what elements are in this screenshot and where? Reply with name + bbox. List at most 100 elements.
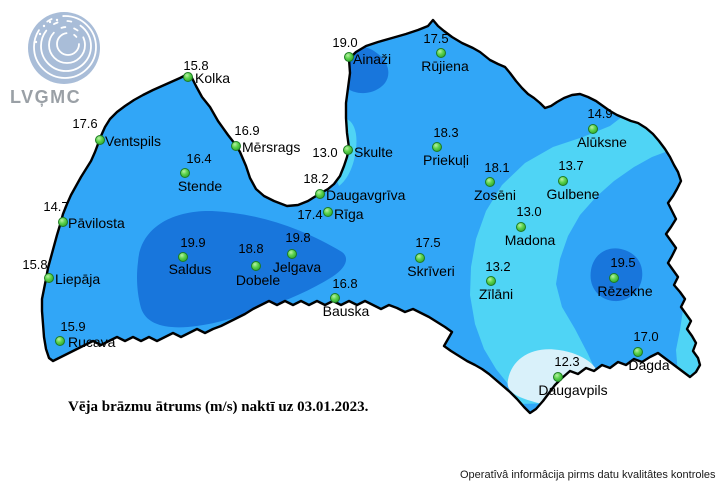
stations-layer: 15.8Kolka17.6Ventspils16.9Mērsrags16.4St… — [22, 31, 669, 398]
station-value: 16.4 — [186, 151, 211, 166]
station-label: Rūjiena — [421, 58, 469, 74]
station-label: Skulte — [354, 144, 393, 160]
station-label: Dagda — [628, 357, 669, 373]
lvgmc-logo: LVĢMC — [10, 12, 100, 107]
station-label: Ainaži — [353, 51, 391, 67]
station-dot — [330, 293, 340, 303]
station-label: Rīga — [334, 206, 364, 222]
station-value: 17.5 — [423, 31, 448, 46]
station-dot — [315, 189, 325, 199]
logo-ripple-dots — [34, 18, 59, 44]
station-stende: 16.4 Stende — [178, 151, 223, 194]
station-daugavpils: 12.3 Daugavpils — [538, 354, 607, 398]
logo-wordmark: LVĢMC — [10, 87, 81, 107]
station-dot — [633, 347, 643, 357]
station-label: Gulbene — [547, 186, 600, 202]
station-label: Alūksne — [577, 134, 627, 150]
station-label: Mērsrags — [242, 139, 300, 155]
station-dot — [287, 249, 297, 259]
station-label: Rucava — [68, 334, 116, 350]
station-label: Zīlāni — [479, 286, 513, 302]
station-liepāja: 15.8 Liepāja — [22, 257, 100, 287]
station-dot — [231, 141, 241, 151]
station-label: Priekuļi — [423, 152, 469, 168]
station-value: 18.8 — [238, 241, 263, 256]
station-label: Skrīveri — [407, 263, 454, 279]
data-quality-note: Operatîvâ informâcija pirms datu kvalitâ… — [460, 469, 716, 481]
station-label: Jelgava — [273, 259, 321, 275]
station-jelgava: 19.8 Jelgava — [273, 230, 321, 275]
station-label: Kolka — [195, 70, 230, 86]
station-label: Bauska — [323, 303, 370, 319]
station-priekuļi: 18.3 Priekuļi — [423, 125, 469, 168]
station-rūjiena: 17.5 Rūjiena — [421, 31, 469, 74]
station-dot — [58, 217, 68, 227]
station-bauska: 16.8 Bauska — [323, 276, 370, 319]
station-rēzekne: 19.5 Rēzekne — [597, 255, 652, 299]
station-dot — [55, 336, 65, 346]
station-value: 14.7 — [43, 199, 68, 214]
station-value: 13.2 — [485, 259, 510, 274]
station-alūksne: 14.9 Alūksne — [577, 106, 627, 150]
station-zīlāni: 13.2 Zīlāni — [479, 259, 513, 302]
station-dot — [553, 372, 563, 382]
station-dot — [415, 253, 425, 263]
station-dot — [486, 276, 496, 286]
station-dot — [485, 177, 495, 187]
station-value: 15.9 — [60, 319, 85, 334]
station-label: Daugavpils — [538, 382, 607, 398]
station-value: 17.5 — [415, 235, 440, 250]
station-value: 17.0 — [633, 329, 658, 344]
station-value: 19.0 — [332, 35, 357, 50]
station-value: 19.9 — [180, 235, 205, 250]
station-dot — [180, 168, 190, 178]
station-label: Rēzekne — [597, 283, 652, 299]
station-skrīveri: 17.5 Skrīveri — [407, 235, 454, 279]
station-madona: 13.0 Madona — [505, 204, 556, 248]
station-dot — [183, 72, 193, 82]
station-dot — [516, 222, 526, 232]
station-label: Madona — [505, 232, 556, 248]
station-value: 13.0 — [516, 204, 541, 219]
station-value: 15.8 — [22, 257, 47, 272]
station-label: Zosēni — [474, 187, 516, 203]
station-dot — [323, 207, 333, 217]
region-low-band-east — [470, 96, 700, 404]
region-high-band-saldus — [137, 210, 347, 328]
station-label: Liepāja — [55, 271, 100, 287]
station-value: 14.9 — [587, 106, 612, 121]
station-value: 19.8 — [285, 230, 310, 245]
station-dot — [344, 52, 354, 62]
station-zosēni: 18.1 Zosēni — [474, 160, 516, 203]
station-skulte: 13.0 Skulte — [312, 144, 393, 160]
station-dot — [436, 48, 446, 58]
logo-circle — [28, 12, 100, 84]
logo-ripple-rings — [33, 15, 97, 79]
station-value: 18.2 — [303, 171, 328, 186]
station-value: 15.8 — [183, 58, 208, 73]
station-dobele: 18.8 Dobele — [236, 241, 281, 288]
station-value: 18.3 — [433, 125, 458, 140]
station-dagda: 17.0 Dagda — [628, 329, 669, 373]
station-dot — [609, 273, 619, 283]
station-gulbene: 13.7 Gulbene — [547, 158, 600, 202]
station-ventspils: 17.6 Ventspils — [72, 116, 161, 149]
station-saldus: 19.9 Saldus — [169, 235, 212, 277]
station-value: 17.4 — [297, 207, 322, 222]
station-value: 19.5 — [610, 255, 635, 270]
station-label: Saldus — [169, 261, 212, 277]
station-dot — [44, 273, 54, 283]
station-value: 18.1 — [484, 160, 509, 175]
station-label: Ventspils — [105, 133, 161, 149]
station-dot — [95, 135, 105, 145]
station-dot — [588, 124, 598, 134]
station-value: 16.9 — [234, 123, 259, 138]
station-label: Daugavgrīva — [326, 187, 406, 203]
